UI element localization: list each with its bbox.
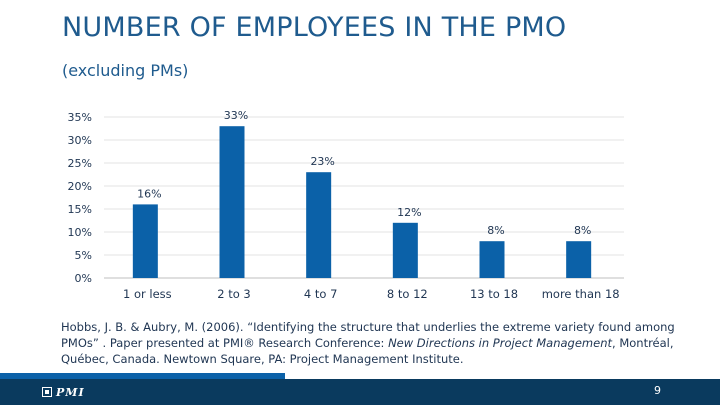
slide-subtitle: (excluding PMs) (62, 61, 189, 80)
x-axis-labels: 1 or less 2 to 3 4 to 7 8 to 12 13 to 18 more… (123, 287, 620, 301)
pmi-logo-text: PMI (56, 385, 85, 399)
page-number: 9 (654, 384, 661, 397)
y-axis-ticks: 0% 5% 10% 15% 20% 25% 30% 35% (68, 111, 92, 285)
slide-title: NUMBER OF EMPLOYEES IN THE PMO (62, 12, 567, 43)
pmi-logo: PMI (42, 385, 104, 399)
value-label: 23% (310, 155, 334, 168)
x-tick-label: 2 to 3 (217, 287, 251, 301)
x-tick-label: 1 or less (123, 287, 172, 301)
value-label: 33% (224, 109, 248, 122)
x-tick-label: more than 18 (542, 287, 620, 301)
accent-bar (0, 373, 285, 379)
y-tick-label: 5% (75, 249, 92, 262)
bar-chart: 0%5%10%15%20%25%30%35% 16%33%23%12%8% 8% … (68, 109, 624, 301)
x-tick-label: 13 to 18 (470, 287, 518, 301)
bar (132, 204, 158, 278)
y-tick-label: 25% (68, 157, 92, 170)
value-labels: 16% 33% 23% 12% 8% 8% (137, 109, 591, 237)
bar (306, 172, 332, 278)
x-tick-label: 8 to 12 (387, 287, 428, 301)
citation-conference-name: New Directions in Project Management (388, 336, 613, 350)
value-label: 8% (487, 224, 504, 237)
value-label: 8% (574, 224, 591, 237)
y-tick-label: 0% (75, 272, 92, 285)
y-tick-label: 30% (68, 134, 92, 147)
pmi-logo-icon (42, 387, 52, 397)
x-tick-label: 4 to 7 (304, 287, 338, 301)
value-label: 16% (137, 187, 161, 200)
y-tick-label: 10% (68, 226, 92, 239)
gridlines (104, 116, 624, 279)
value-label: 12% (397, 206, 421, 219)
footer-bar (0, 379, 720, 405)
y-tick-label: 20% (68, 180, 92, 193)
y-tick-label: 15% (68, 203, 92, 216)
citation: Hobbs, J. B. & Aubry, M. (2006). “Identi… (61, 319, 693, 367)
bar (479, 241, 505, 278)
bar (566, 241, 592, 278)
bar (219, 126, 245, 278)
bars (132, 126, 592, 278)
citation-location: , Montréal, Québec, Canada. Newtown Squa… (61, 336, 674, 366)
citation-text: Hobbs, J. B. & Aubry, M. (2006). “Identi… (61, 320, 675, 350)
bar (392, 222, 418, 278)
y-tick-label: 35% (68, 111, 92, 124)
